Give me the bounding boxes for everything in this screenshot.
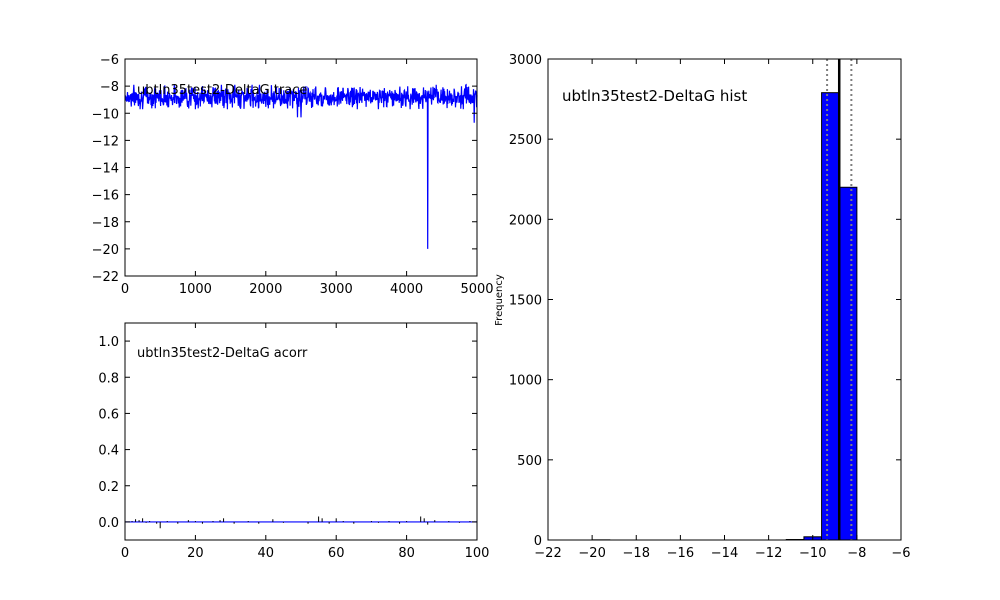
acorr-axes-frame <box>124 322 478 541</box>
trace-xtick-label: 3000 <box>320 282 353 297</box>
hist-ytick-label: 2000 <box>509 213 542 228</box>
hist-ytick-label: 0 <box>534 534 542 549</box>
hist-ytick-label: 500 <box>517 454 542 469</box>
hist-xtick-label: −20 <box>578 546 605 561</box>
acorr-xtick-label: 20 <box>187 546 204 561</box>
trace-title: ubtln35test2-DeltaG trace <box>137 83 307 98</box>
hist-xtick-label: −10 <box>799 546 826 561</box>
hist-xtick-label: −16 <box>667 546 694 561</box>
acorr-ytick-label: 0.0 <box>98 516 119 531</box>
trace-xtick-label: 2000 <box>249 282 282 297</box>
trace-xtick-label: 0 <box>121 282 129 297</box>
hist-bar <box>821 92 840 541</box>
acorr-ytick-label: 0.6 <box>98 407 119 422</box>
acorr-xtick-label: 100 <box>465 546 490 561</box>
trace-ytick-label: −6 <box>100 53 119 68</box>
trace-xtick-label: 5000 <box>460 282 493 297</box>
trace-plot-area <box>124 83 478 249</box>
hist-ylabel: Frequency <box>494 274 505 326</box>
trace-ytick-label: −12 <box>92 134 119 149</box>
hist-xtick-label: −12 <box>755 546 782 561</box>
hist-ytick-label: 1500 <box>509 294 542 309</box>
acorr-xtick-label: 80 <box>398 546 415 561</box>
trace-ytick-label: −20 <box>92 243 119 258</box>
hist-xtick-label: −6 <box>891 546 910 561</box>
acorr-ytick-label: 0.4 <box>98 444 119 459</box>
trace-series-line <box>124 83 478 249</box>
hist-plot-area <box>591 59 858 541</box>
hist-ytick-label: 3000 <box>509 53 542 68</box>
acorr-xtick-label: 60 <box>328 546 345 561</box>
trace-ytick-label: −14 <box>92 162 119 177</box>
trace-ytick-label: −22 <box>92 270 119 285</box>
trace-ytick-label: −16 <box>92 189 119 204</box>
acorr-ytick-label: 1.0 <box>98 335 119 350</box>
hist-xtick-label: −22 <box>534 546 561 561</box>
acorr-ticks: 0 20 40 60 80 100 0.0 0.2 0.4 0.6 0.8 1.0 <box>98 323 489 561</box>
acorr-title: ubtln35test2-DeltaG acorr <box>137 346 308 361</box>
trace-ytick-label: −8 <box>100 80 119 95</box>
trace-ytick-label: −18 <box>92 216 119 231</box>
hist-panel: ubtln35test2-DeltaG hist Frequency −22 −2… <box>494 53 911 561</box>
hist-xtick-label: −8 <box>847 546 866 561</box>
trace-xtick-label: 4000 <box>390 282 423 297</box>
acorr-plot-area <box>125 516 477 529</box>
hist-ticks: −22 −20 −18 −16 −14 −12 −10 −8 −6 0 500 1000 1500 200… <box>509 53 911 561</box>
hist-xtick-label: −14 <box>711 546 738 561</box>
acorr-ytick-label: 0.2 <box>98 480 119 495</box>
acorr-xtick-label: 0 <box>121 546 129 561</box>
hist-xtick-label: −18 <box>623 546 650 561</box>
hist-title: ubtln35test2-DeltaG hist <box>562 87 747 105</box>
trace-panel: ubtln35test2-DeltaG trace 0 1000 2000 3000 4… <box>92 53 494 297</box>
trace-xtick-label: 1000 <box>179 282 212 297</box>
hist-ytick-label: 1000 <box>509 374 542 389</box>
acorr-ytick-label: 0.8 <box>98 371 119 386</box>
acorr-panel: ubtln35test2-DeltaG acorr 0 20 40 60 80 100 0.… <box>98 322 489 561</box>
hist-ytick-label: 2500 <box>509 133 542 148</box>
trace-ticks: 0 1000 2000 3000 4000 5000 −6 −8 −10 −12 −14 −16 −18… <box>92 53 494 297</box>
hist-bar <box>838 186 858 541</box>
trace-ytick-label: −10 <box>92 107 119 122</box>
acorr-xtick-label: 40 <box>258 546 275 561</box>
